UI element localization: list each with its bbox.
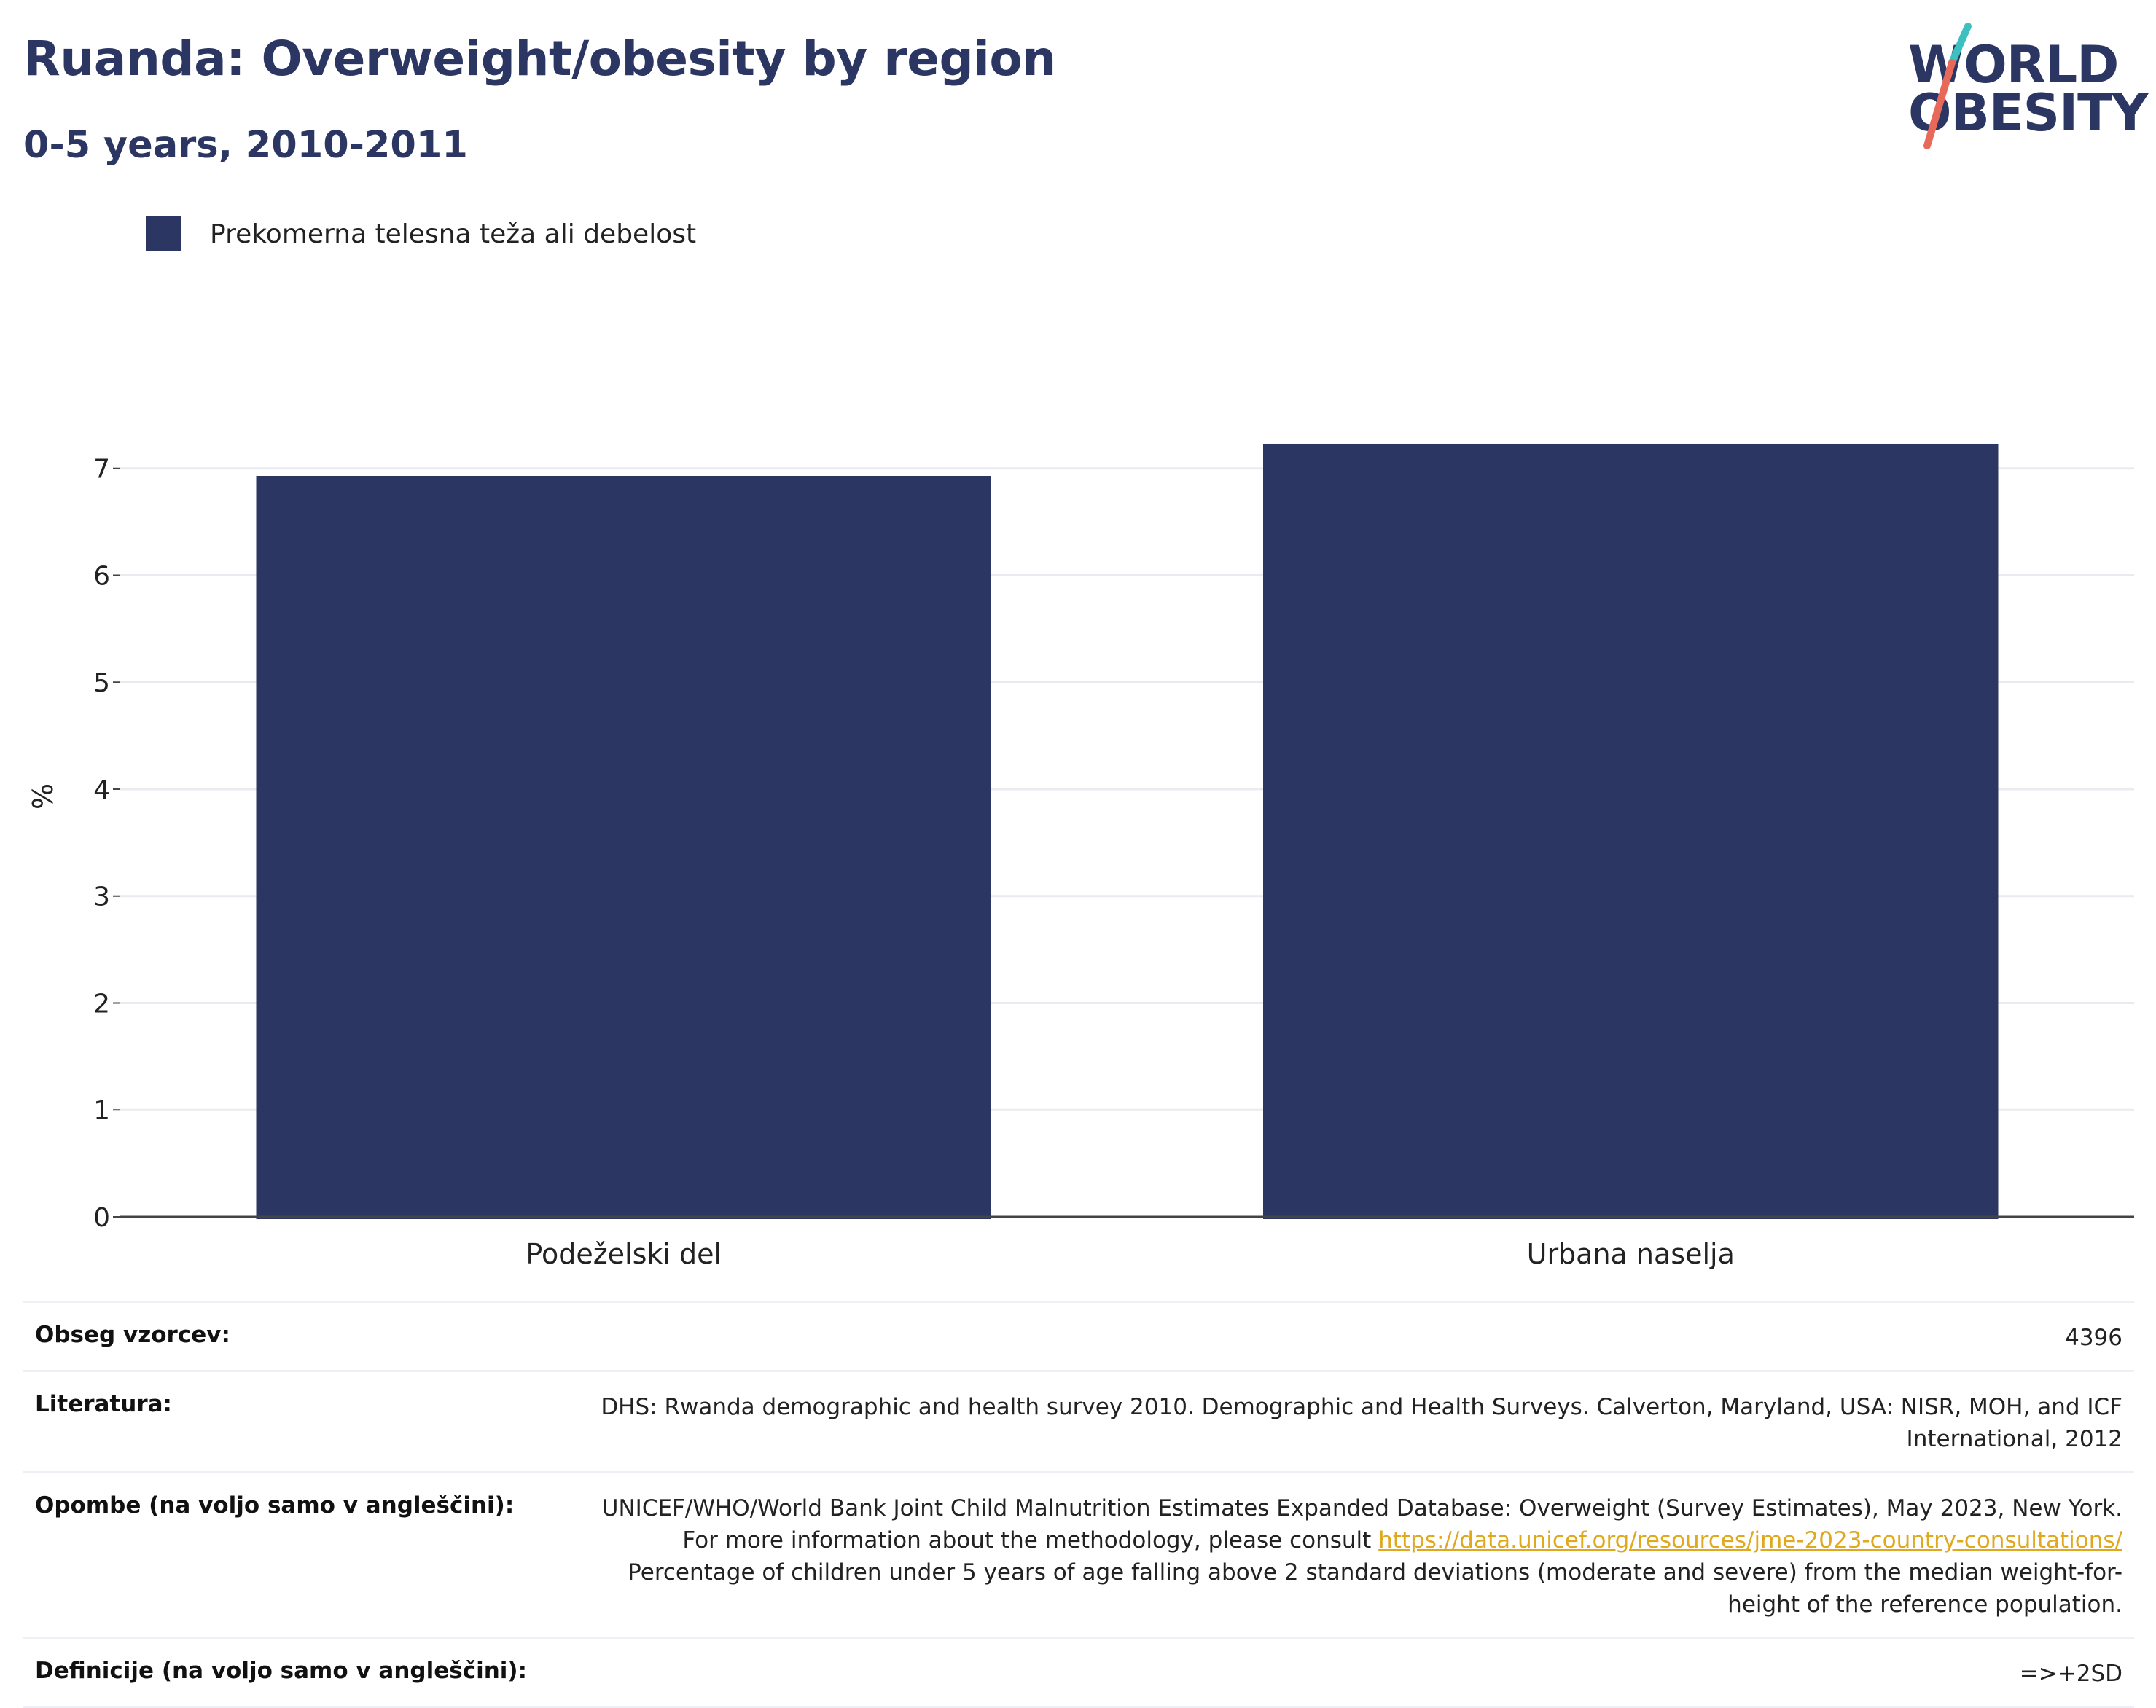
logo-slash-icon <box>1923 23 1972 149</box>
meta-row-definitions: Definicije (na voljo samo v angleščini):… <box>23 1637 2134 1708</box>
x-tick-label: Podeželski del <box>526 1238 722 1270</box>
legend[interactable]: Prekomerna telesna teža ali debelost <box>146 216 696 252</box>
y-tick-label: 6 <box>93 561 110 591</box>
meta-value: DHS: Rwanda demographic and health surve… <box>601 1394 2122 1452</box>
y-tick-label: 2 <box>93 989 110 1019</box>
logo-word-obesity: OBESITY <box>1908 83 2149 143</box>
y-tick-label: 7 <box>93 455 110 485</box>
meta-notes-text-before: UNICEF/WHO/World Bank Joint Child Malnut… <box>601 1495 2122 1554</box>
legend-label: Prekomerna telesna teža ali debelost <box>210 219 697 249</box>
methodology-link[interactable]: https://data.unicef.org/resources/jme-20… <box>1378 1527 2122 1554</box>
y-axis-label: % <box>27 783 59 810</box>
meta-value: =>+2SD <box>2019 1661 2122 1687</box>
metadata-table: Obseg vzorcev: 4396 Literatura: DHS: Rwa… <box>23 1301 2134 1708</box>
meta-key: Opombe (na voljo samo v angleščini): <box>35 1492 515 1519</box>
meta-notes-text-after: Percentage of children under 5 years of … <box>628 1559 2122 1618</box>
meta-key: Obseg vzorcev: <box>35 1322 230 1348</box>
meta-key: Definicije (na voljo samo v angleščini): <box>35 1658 527 1684</box>
bar <box>256 476 991 1219</box>
chart-title: Ruanda: Overweight/obesity by region <box>23 31 1056 87</box>
bar-chart: 0 1 2 3 4 5 6 7% Podeželski del Urbana naselja <box>27 443 2134 1270</box>
y-tick-label: 5 <box>93 668 110 698</box>
y-tick-label: 3 <box>93 882 110 912</box>
y-tick-label: 4 <box>93 775 110 805</box>
bar <box>1263 443 1999 1219</box>
meta-key: Literatura: <box>35 1391 172 1417</box>
x-tick-label: Urbana naselja <box>1527 1238 1735 1270</box>
chart-subtitle: 0-5 years, 2010-2011 <box>23 124 468 167</box>
legend-swatch <box>146 216 181 251</box>
meta-value: 4396 <box>2065 1325 2122 1351</box>
y-tick-label: 0 <box>93 1203 110 1233</box>
meta-value: UNICEF/WHO/World Bank Joint Child Malnut… <box>589 1492 2122 1621</box>
meta-row-literature: Literatura: DHS: Rwanda demographic and … <box>23 1370 2134 1471</box>
world-obesity-logo[interactable]: WORLD OBESITY <box>1895 22 2149 153</box>
meta-row-sample-size: Obseg vzorcev: 4396 <box>23 1301 2134 1370</box>
y-tick-label: 1 <box>93 1096 110 1126</box>
meta-row-notes: Opombe (na voljo samo v angleščini): UNI… <box>23 1471 2134 1637</box>
